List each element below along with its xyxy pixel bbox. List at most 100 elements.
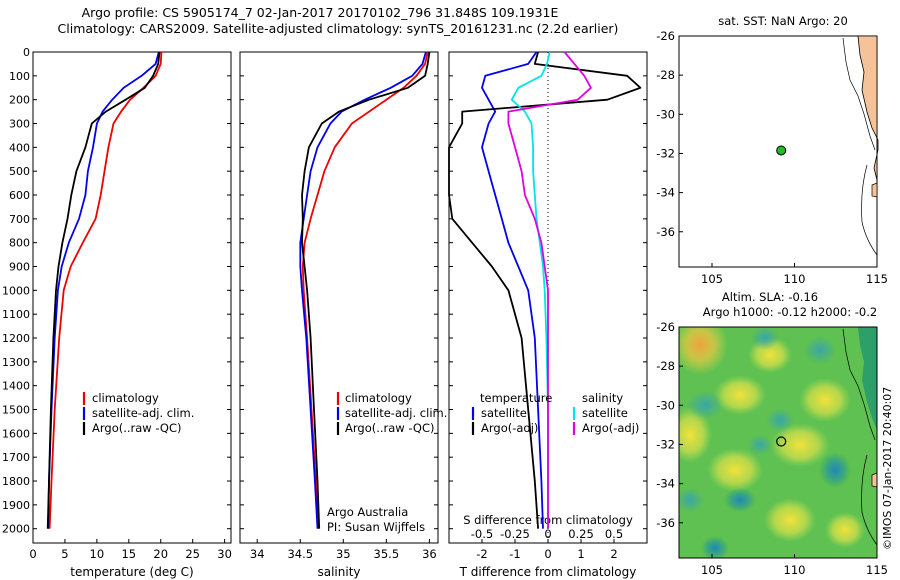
legend-t-argo: Argo(-adj)	[481, 421, 538, 435]
top-map-coastline	[842, 37, 876, 151]
temp-xtick-label: 20	[153, 547, 168, 561]
depth-tick-label: 1600	[2, 427, 30, 440]
map-ytick-label: -34	[656, 477, 675, 491]
map-ytick-label: -36	[656, 516, 675, 530]
series-line	[299, 51, 427, 529]
sal-xtick-label: 35.5	[374, 547, 400, 561]
top-tick-label: 0.5	[605, 527, 623, 541]
map-ytick-label: -28	[656, 359, 675, 373]
top-tick-label: 0	[544, 527, 551, 541]
depth-tick-label: 1400	[2, 380, 30, 393]
imos-timestamp: ©IMOS 07-Jan-2017 20:40:07	[881, 387, 894, 550]
legend-argo-raw: Argo(..raw -QC)	[92, 421, 182, 435]
series-line	[448, 51, 642, 529]
temp-xtick-label: 10	[90, 547, 105, 561]
depth-tick-label: 800	[9, 237, 30, 250]
depth-tick-label: 100	[9, 70, 30, 83]
depth-tick-label: 1700	[2, 451, 30, 464]
top-map-island	[871, 182, 878, 198]
depth-tick-label: 1800	[2, 475, 30, 488]
legend-argo-raw-s: Argo(..raw -QC)	[345, 421, 435, 435]
map-ytick-label: -32	[656, 437, 675, 451]
diff-xlabel: T difference from climatology	[459, 565, 637, 579]
map-ytick-label: -26	[656, 29, 675, 43]
legend-satellite-adj-s: satellite-adj. clim.	[345, 406, 447, 420]
map-ytick-label: -36	[656, 225, 675, 239]
depth-tick-label: 2000	[2, 523, 30, 536]
title-line-1: Argo profile: CS 5905174_7 02-Jan-2017 2…	[82, 5, 559, 20]
diff-xtick-label: 2	[610, 547, 617, 561]
salinity-legend: climatology satellite-adj. clim. Argo(..…	[336, 391, 447, 435]
sla-heatmap	[679, 327, 877, 558]
sal-xtick-label: 36	[422, 547, 437, 561]
depth-tick-label: 900	[9, 261, 30, 274]
difference-legend: temperature satellite Argo(-adj) salinit…	[471, 391, 639, 435]
map-xtick-label: 105	[701, 563, 723, 577]
depth-tick-label: 1300	[2, 356, 30, 369]
map-xtick-label: 115	[866, 563, 888, 577]
credit-line-2: PI: Susan Wijffels	[327, 520, 425, 534]
bottom-map-title-2: Argo h1000: -0.12 h2000: -0.2	[703, 305, 877, 319]
credit-line-1: Argo Australia	[327, 505, 408, 519]
series-line	[46, 51, 161, 529]
depth-tick-label: 1900	[2, 499, 30, 512]
legend-satellite-adj: satellite-adj. clim.	[92, 406, 194, 420]
map-xtick-label: 115	[866, 272, 888, 286]
series-line	[507, 51, 592, 529]
sal-xtick-label: 34	[250, 547, 265, 561]
map-ytick-label: -30	[656, 107, 675, 121]
map-ytick-label: -28	[656, 68, 675, 82]
temp-panel-content: 0 100 200 300 400 500 600 700 800 900 1000 1100 1200…	[2, 46, 232, 579]
legend-salinity: salinity	[582, 391, 623, 405]
argo-float-marker	[776, 145, 787, 156]
map-xtick-label: 105	[701, 272, 723, 286]
series-line	[47, 51, 160, 529]
series-line	[510, 51, 551, 529]
depth-tick-label: 500	[9, 165, 30, 178]
sal-xlabel: salinity	[317, 565, 360, 579]
argo-float-marker	[776, 436, 787, 447]
depth-tick-label: 700	[9, 213, 30, 226]
title-line-2: Climatology: CARS2009. Satellite-adjuste…	[58, 21, 619, 36]
series-line	[301, 51, 431, 529]
map-ytick-label: -34	[656, 186, 675, 200]
temp-xtick-label: 25	[185, 547, 200, 561]
salinity-panel	[239, 51, 439, 544]
temp-xtick-label: 30	[217, 547, 232, 561]
depth-tick-label: 200	[9, 94, 30, 107]
depth-tick-label: 0	[23, 46, 30, 59]
map-xtick-label: 110	[784, 272, 806, 286]
map-ytick-label: -32	[656, 146, 675, 160]
depth-tick-label: 600	[9, 189, 30, 202]
top-map-contour	[861, 164, 878, 256]
map-ytick-label: -26	[656, 320, 675, 334]
legend-temperature: temperature	[480, 391, 552, 405]
temperature-legend: climatology satellite-adj. clim. Argo(..…	[82, 391, 194, 435]
series-line	[48, 51, 163, 529]
top-map-land	[857, 35, 879, 181]
top-map-axes: 105 110 115 -26 -28 -30 -32 -34 -36	[656, 29, 888, 286]
legend-climatology-s: climatology	[345, 391, 412, 405]
top-map-title: sat. SST: NaN Argo: 20	[718, 14, 848, 28]
legend-climatology: climatology	[92, 391, 159, 405]
sal-xtick-label: 35	[336, 547, 351, 561]
map-ytick-label: -30	[656, 398, 675, 412]
top-tick-label: -0.5	[471, 527, 493, 541]
diff-xtick-label: -1	[509, 547, 520, 561]
depth-tick-label: 1100	[2, 308, 30, 321]
depth-tick-label: 300	[9, 118, 30, 131]
bottom-map-frame	[678, 326, 878, 559]
depth-tick-label: 400	[9, 141, 30, 154]
map-xtick-label: 110	[784, 563, 806, 577]
diff-xtick-label: -2	[476, 547, 487, 561]
series-line	[481, 51, 544, 529]
temp-xtick-label: 5	[61, 547, 68, 561]
top-tick-label: -0.25	[500, 527, 530, 541]
depth-tick-label: 1200	[2, 332, 30, 345]
temp-xtick-label: 15	[121, 547, 136, 561]
temperature-panel	[32, 51, 232, 544]
depth-tick-label: 1500	[2, 404, 30, 417]
depth-tick-label: 1000	[2, 284, 30, 297]
temp-xlabel: temperature (deg C)	[70, 565, 193, 579]
